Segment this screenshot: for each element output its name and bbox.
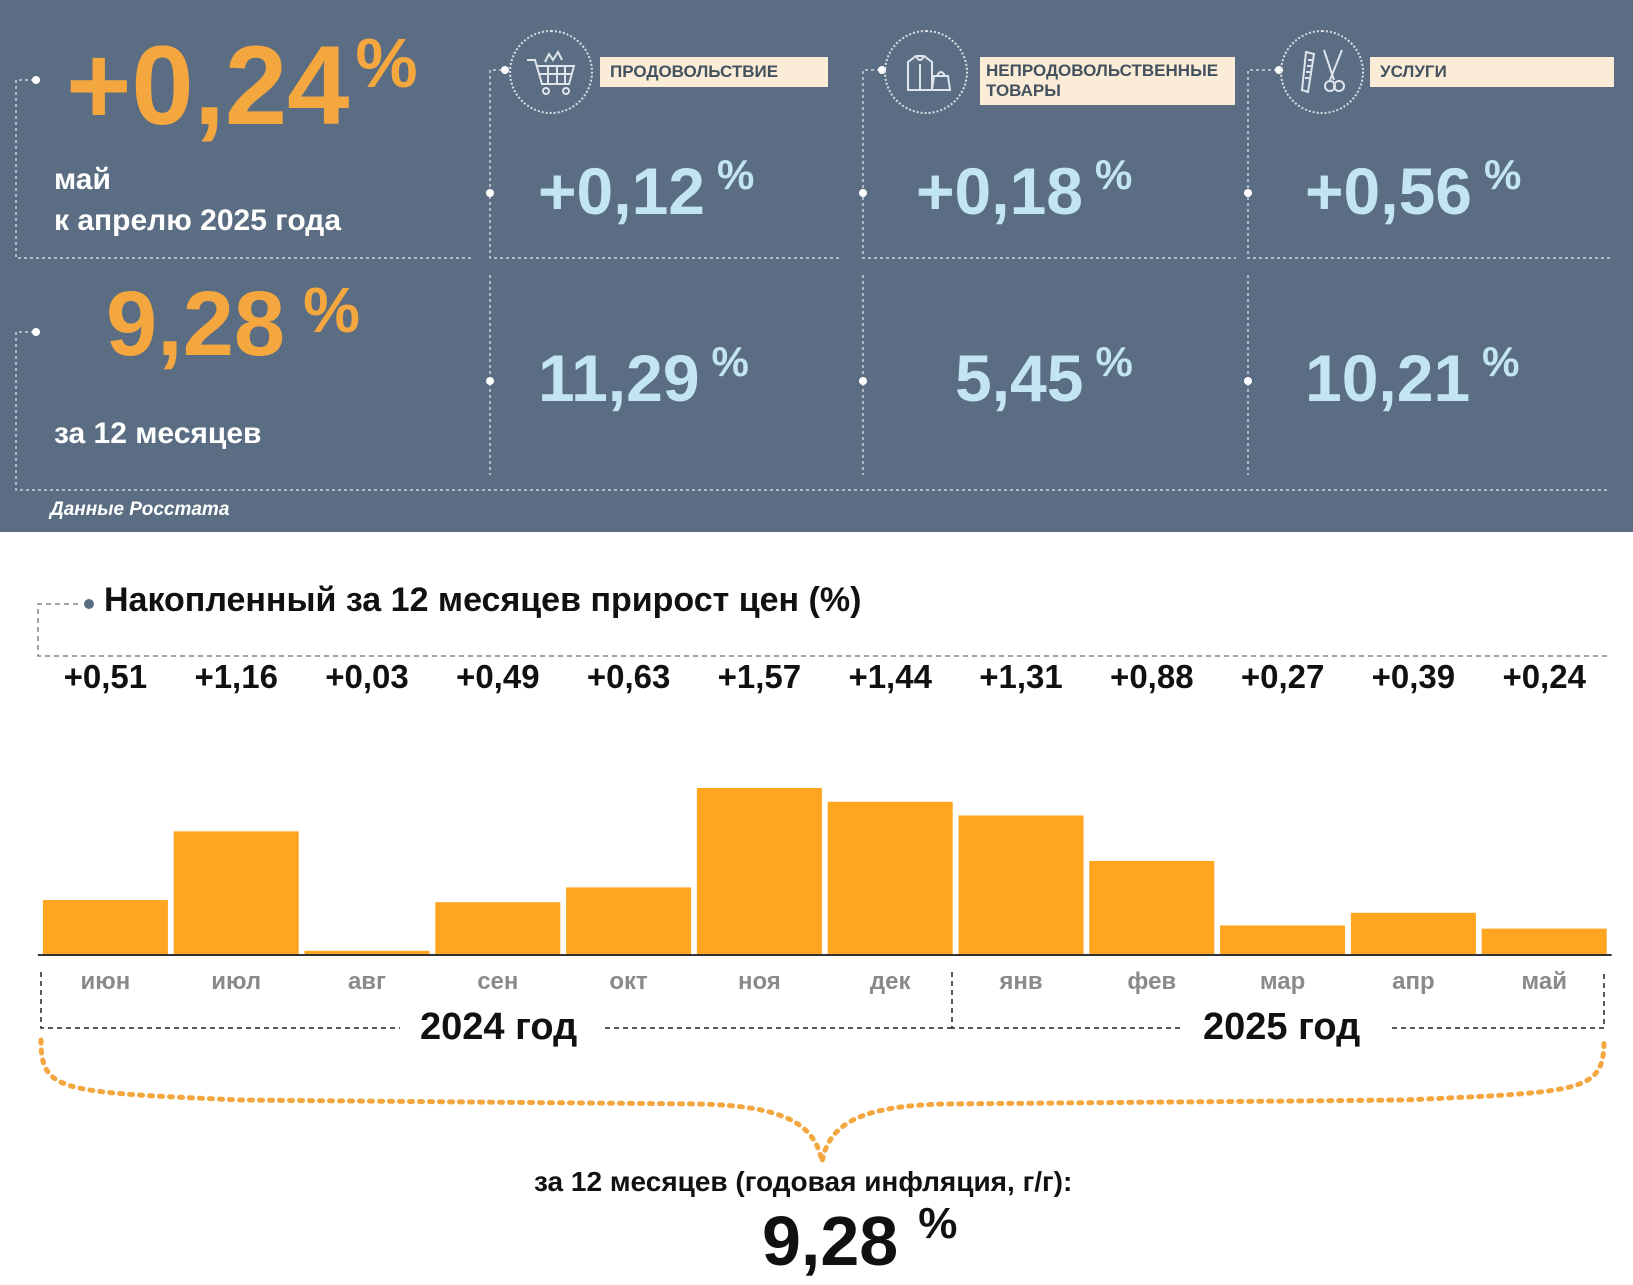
annual-period-caption: за 12 месяцев (54, 417, 262, 450)
month-label-дек: дек (870, 968, 912, 995)
services-monthly-value: +0,56% (1305, 151, 1522, 228)
value-label-сен: +0,49 (456, 660, 540, 695)
monthly-period-caption: май к апрелю 2025 года (54, 163, 342, 237)
bar-май (1481, 928, 1607, 954)
bar-янв (958, 815, 1084, 954)
month-label-авг: авг (348, 968, 386, 995)
category-label-services: УСЛУГИ (1370, 57, 1614, 87)
bar-окт (566, 887, 692, 954)
clothing-bag-icon (884, 30, 968, 114)
food-annual-value: 11,29% (538, 338, 749, 415)
value-label-фев: +0,88 (1110, 660, 1194, 695)
nonfood-monthly-value: +0,18% (916, 151, 1133, 228)
data-source: Данные Росстата (50, 499, 230, 520)
bar-дек (827, 801, 953, 954)
value-label-ноя: +1,57 (718, 660, 802, 695)
value-label-июл: +1,16 (194, 660, 278, 695)
annual-inflation-value: 9,28% (106, 273, 360, 375)
year-label-2024: 2024 год (402, 1006, 596, 1049)
value-label-июн: +0,51 (64, 660, 148, 695)
summary-panel: +0,24% май к апрелю 2025 года 9,28% за 1… (0, 0, 1633, 532)
category-label-nonfood: НЕПРОДОВОЛЬСТВЕННЫЕ ТОВАРЫ (980, 57, 1235, 105)
shopping-cart-icon (509, 30, 593, 114)
month-label-сен: сен (477, 968, 518, 995)
year-label-2025: 2025 год (1185, 1006, 1379, 1049)
month-label-ноя: ноя (738, 968, 781, 995)
annual-total-value: 9,28% (762, 1199, 958, 1280)
month-label-апр: апр (1392, 968, 1435, 995)
category-label-food: ПРОДОВОЛЬСТВИЕ (600, 57, 828, 87)
bar-апр (1350, 912, 1476, 954)
month-label-окт: окт (609, 968, 648, 995)
bar-мар (1220, 925, 1346, 954)
bar-chart: +0,51 июн +1,16 июл +0,03 авг +0,49 сен +0,63 окт… (38, 660, 1612, 995)
value-label-окт: +0,63 (587, 660, 671, 695)
value-label-янв: +1,31 (979, 660, 1063, 695)
chart-title: Накопленный за 12 месяцев прирост цен (%… (104, 581, 862, 619)
value-label-мар: +0,27 (1241, 660, 1325, 695)
chart-frame-lines (37, 599, 1608, 1163)
month-label-фев: фев (1127, 968, 1176, 995)
bar-июн (42, 900, 168, 954)
value-label-дек: +1,44 (848, 660, 932, 695)
services-annual-value: 10,21% (1305, 338, 1520, 415)
month-label-янв: янв (998, 968, 1042, 995)
value-label-май: +0,24 (1502, 660, 1586, 695)
nonfood-annual-value: 5,45% (955, 338, 1133, 415)
bar-фев (1089, 860, 1215, 954)
month-label-май: май (1521, 968, 1567, 995)
comb-scissors-icon (1280, 30, 1364, 114)
monthly-inflation-value: +0,24% (66, 23, 418, 148)
value-label-апр: +0,39 (1372, 660, 1456, 695)
month-label-июн: июн (81, 968, 131, 995)
annual-total-caption: за 12 месяцев (годовая инфляция, г/г): (534, 1166, 1073, 1197)
bar-ноя (696, 788, 822, 954)
bar-июл (173, 831, 299, 954)
month-label-июл: июл (211, 968, 261, 995)
month-label-мар: мар (1260, 968, 1305, 995)
bar-авг (304, 950, 430, 954)
bar-сен (435, 902, 561, 954)
value-label-авг: +0,03 (325, 660, 409, 695)
food-monthly-value: +0,12% (538, 151, 755, 228)
